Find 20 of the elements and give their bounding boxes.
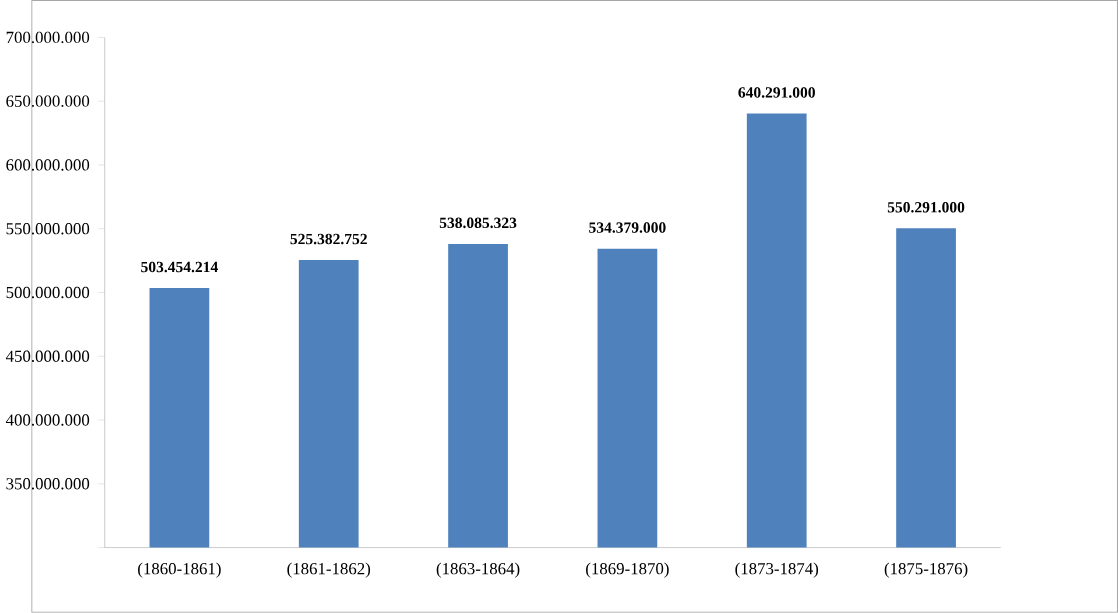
data-label: 538.085.323 <box>439 217 517 229</box>
y-tick-label: 500.000.000 <box>6 286 90 299</box>
y-tick-label: 700.000.000 <box>6 31 90 44</box>
x-tick-label: (1873-1874) <box>735 562 819 578</box>
x-tick-label: (1869-1870) <box>586 562 669 578</box>
y-tick-label: 350.000.000 <box>6 478 90 490</box>
data-label: 640.291.000 <box>738 87 815 98</box>
y-tick-label: 600.000.000 <box>6 159 90 171</box>
x-tick-label: (1860-1861) <box>138 562 221 578</box>
data-label: 550.291.000 <box>887 202 965 213</box>
data-label: 525.382.752 <box>290 233 367 245</box>
x-tick-label: (1863-1864) <box>436 562 520 578</box>
data-label: 534.379.000 <box>589 222 666 233</box>
x-tick-label: (1861-1862) <box>287 562 371 578</box>
y-tick-label: 650.000.000 <box>6 95 90 107</box>
data-label: 503.454.214 <box>141 261 218 273</box>
y-tick-label: 450.000.000 <box>5 350 90 363</box>
y-tick-label: 400.000.000 <box>5 414 90 426</box>
x-tick-label: (1875-1876) <box>884 562 968 578</box>
y-tick-label: 550.000.000 <box>6 223 90 235</box>
